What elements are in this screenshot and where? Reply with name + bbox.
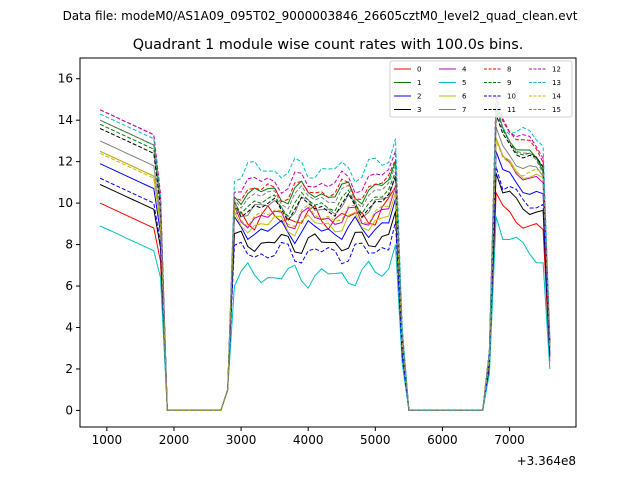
legend-label-9: 9 (507, 79, 511, 87)
x-tick-label: 3000 (226, 433, 257, 447)
y-tick-label: 2 (65, 362, 73, 376)
series-line-9 (99, 109, 551, 411)
legend-label-12: 12 (552, 66, 561, 74)
legend-label-6: 6 (462, 93, 467, 101)
legend-label-2: 2 (417, 93, 421, 101)
y-tick-label: 0 (65, 403, 73, 417)
legend-label-5: 5 (462, 79, 466, 87)
axes-frame (79, 57, 577, 428)
legend-label-1: 1 (417, 79, 421, 87)
x-tick-label: 6000 (427, 433, 458, 447)
x-tick-label: 1000 (92, 433, 123, 447)
x-tick-label: 2000 (159, 433, 190, 447)
legend-label-7: 7 (462, 106, 466, 114)
legend-label-0: 0 (417, 66, 421, 74)
chart-title: Quadrant 1 module wise count rates with … (133, 37, 524, 53)
y-tick-label: 4 (65, 320, 73, 334)
x-tick-label: 5000 (360, 433, 391, 447)
legend-box (389, 60, 573, 118)
series-line-15 (99, 105, 551, 411)
suptitle: Data file: modeM0/AS1A09_095T02_90000038… (63, 9, 578, 23)
y-tick-label: 12 (58, 155, 73, 169)
legend-label-15: 15 (552, 106, 561, 114)
axis-ticks: 1000 2000 3000 4000 5000 6000 7000024681012141… (58, 72, 525, 447)
y-tick-label: 10 (58, 196, 73, 210)
y-tick-label: 6 (65, 279, 73, 293)
x-offset-label: +3.364e8 (517, 454, 576, 468)
x-tick-label: 7000 (494, 433, 525, 447)
legend-label-13: 13 (552, 79, 561, 87)
legend-label-3: 3 (417, 106, 421, 114)
legend-label-10: 10 (507, 93, 516, 101)
x-tick-label: 4000 (293, 433, 324, 447)
plot-area (99, 94, 551, 411)
legend-label-14: 14 (552, 93, 561, 101)
legend-label-11: 11 (507, 106, 516, 114)
y-tick-label: 8 (65, 238, 73, 252)
y-tick-label: 16 (58, 72, 73, 86)
legend-label-8: 8 (507, 66, 511, 74)
y-tick-label: 14 (58, 113, 73, 127)
legend-label-4: 4 (462, 66, 467, 74)
